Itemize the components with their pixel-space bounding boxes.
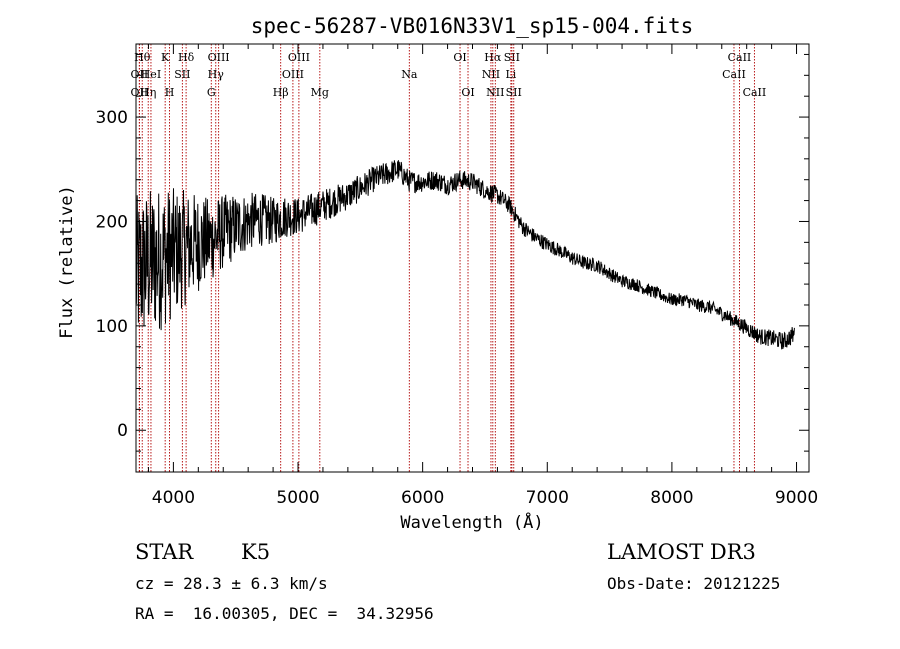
- chart-title: spec-56287-VB016N33V1_sp15-004.fits: [251, 14, 694, 38]
- x-tick-label: 8000: [650, 488, 693, 508]
- line-marker-label: SII: [174, 68, 190, 81]
- line-marker-label: Mg: [311, 86, 329, 99]
- line-marker-label: NII: [486, 86, 504, 99]
- redshift-cz: cz = 28.3 ± 6.3 km/s: [135, 574, 328, 593]
- line-marker-label: HeI: [141, 68, 161, 81]
- line-marker-label: Hη: [140, 86, 156, 99]
- x-tick-label: 9000: [775, 488, 818, 508]
- line-marker-label: H: [165, 86, 175, 99]
- line-marker-label: Hα: [484, 51, 502, 64]
- line-marker-label: OIII: [208, 51, 230, 64]
- y-tick-label: 300: [96, 108, 128, 128]
- spectral-line-markers: HθOIIOIIHηHeIKHSIIHδHγGOIIIHβOIIIOIIIMgN…: [131, 44, 767, 472]
- axes: 4000 5000 6000 7000 8000 9000 0 100 200 300: [96, 44, 818, 508]
- coordinates-ra-dec: RA = 16.00305, DEC = 34.32956: [135, 604, 434, 623]
- y-tick-label: 200: [96, 212, 128, 232]
- survey-name: LAMOST DR3: [607, 540, 756, 564]
- plot-frame: [135, 43, 810, 473]
- line-marker-label: OI: [461, 86, 474, 99]
- x-axis-label: Wavelength (Å): [400, 511, 543, 533]
- spectrum-series: [135, 160, 795, 350]
- line-marker-label: OI: [453, 51, 466, 64]
- line-marker-label: G: [207, 86, 216, 99]
- x-tick-label: 5000: [276, 488, 319, 508]
- spectrum-line: [135, 160, 795, 350]
- observation-date: Obs-Date: 20121225: [607, 574, 781, 593]
- line-marker-label: SII: [506, 86, 522, 99]
- line-marker-label: K: [161, 51, 170, 64]
- line-marker-label: Hδ: [178, 51, 195, 64]
- object-class: STAR: [135, 540, 194, 564]
- line-marker-label: Na: [401, 68, 418, 81]
- object-subclass: K5: [241, 540, 271, 564]
- line-marker-label: OII: [131, 86, 149, 99]
- x-tick-label: 6000: [401, 488, 444, 508]
- line-marker-label: Hβ: [273, 86, 289, 99]
- line-marker-label: OIII: [282, 68, 304, 81]
- y-axis-label: Flux (relative): [57, 185, 77, 339]
- line-marker-label: CaII: [728, 51, 752, 64]
- line-marker-label: CaII: [743, 86, 767, 99]
- line-marker-label: Hγ: [208, 68, 225, 81]
- x-tick-label: 4000: [152, 488, 195, 508]
- y-tick-label: 100: [96, 317, 128, 337]
- y-tick-label: 0: [117, 421, 128, 441]
- line-marker-label: Li: [505, 68, 516, 81]
- line-marker-label: CaII: [722, 68, 746, 81]
- x-tick-label: 7000: [526, 488, 569, 508]
- line-marker-label: OIII: [288, 51, 310, 64]
- line-marker-label: SII: [504, 51, 520, 64]
- line-marker-label: NII: [482, 68, 500, 81]
